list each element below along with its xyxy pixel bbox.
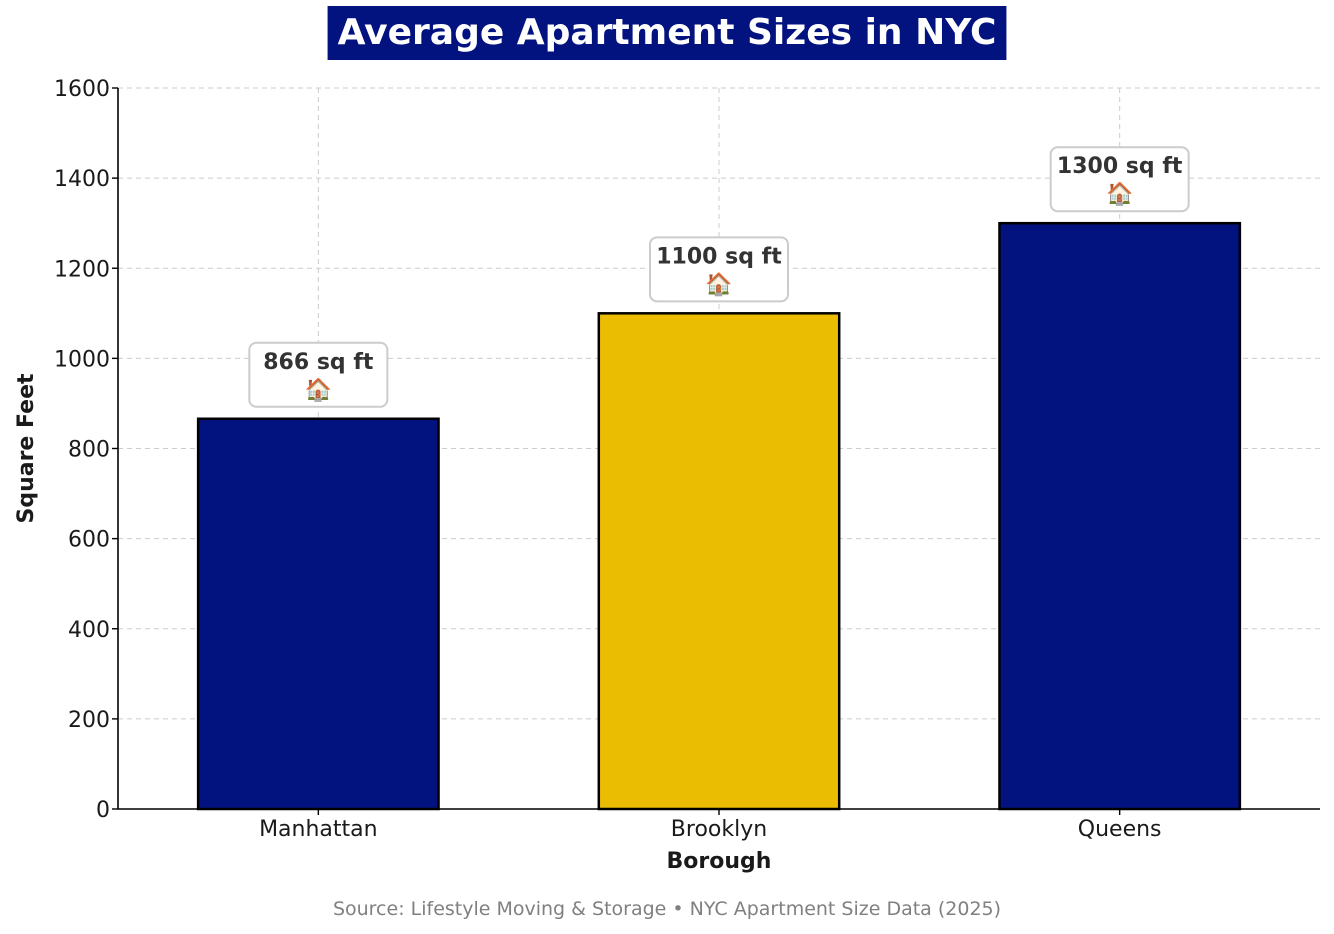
bar-manhattan: [196, 417, 440, 811]
axes: 0 200 400 600 800 1000 1200 1400 1600 Manhattan Br…: [54, 77, 1320, 842]
bars: [196, 221, 1242, 811]
y-tick-label: 800: [68, 438, 110, 463]
house-icon: 🏠: [1106, 181, 1133, 207]
house-icon: 🏠: [305, 377, 332, 403]
x-axis-title: Borough: [667, 849, 772, 874]
y-tick-label: 1200: [54, 257, 110, 282]
y-tick-label: 600: [68, 528, 110, 553]
data-label-box: [248, 341, 389, 408]
data-label-box: [649, 236, 789, 303]
y-tick-label: 1400: [54, 167, 110, 192]
data-label-text: 1100 sq ft: [656, 244, 782, 269]
y-tick-label: 200: [68, 708, 110, 733]
bar-queens: [998, 221, 1242, 811]
data-label-box: [1049, 146, 1190, 213]
y-tick-label: 1600: [54, 77, 110, 102]
chart-title-background: [327, 6, 1007, 60]
data-label-manhattan: 866 sq ft🏠: [248, 341, 389, 408]
x-tick-label-queens: Queens: [1078, 817, 1162, 842]
x-tick-label-brooklyn: Brooklyn: [671, 817, 767, 842]
chart-title: Average Apartment Sizes in NYC: [338, 12, 997, 53]
source-note: Source: Lifestyle Moving & Storage • NYC…: [333, 898, 1001, 920]
y-tick-label: 1000: [54, 347, 110, 372]
data-label-queens: 1300 sq ft🏠: [1049, 146, 1190, 213]
y-tick-label: 400: [68, 618, 110, 643]
data-label-brooklyn: 1100 sq ft🏠: [649, 236, 789, 303]
data-label-text: 866 sq ft: [263, 350, 374, 375]
x-tick-label-manhattan: Manhattan: [259, 817, 378, 842]
y-axis-title: Square Feet: [14, 373, 39, 524]
data-label-text: 1300 sq ft: [1057, 154, 1183, 179]
bar-brooklyn: [597, 312, 841, 811]
chart-title-group: Average Apartment Sizes in NYC: [327, 6, 1007, 60]
house-icon: 🏠: [705, 271, 732, 297]
y-tick-label: 0: [96, 798, 110, 823]
data-labels: 866 sq ft🏠1100 sq ft🏠1300 sq ft🏠: [248, 146, 1190, 408]
